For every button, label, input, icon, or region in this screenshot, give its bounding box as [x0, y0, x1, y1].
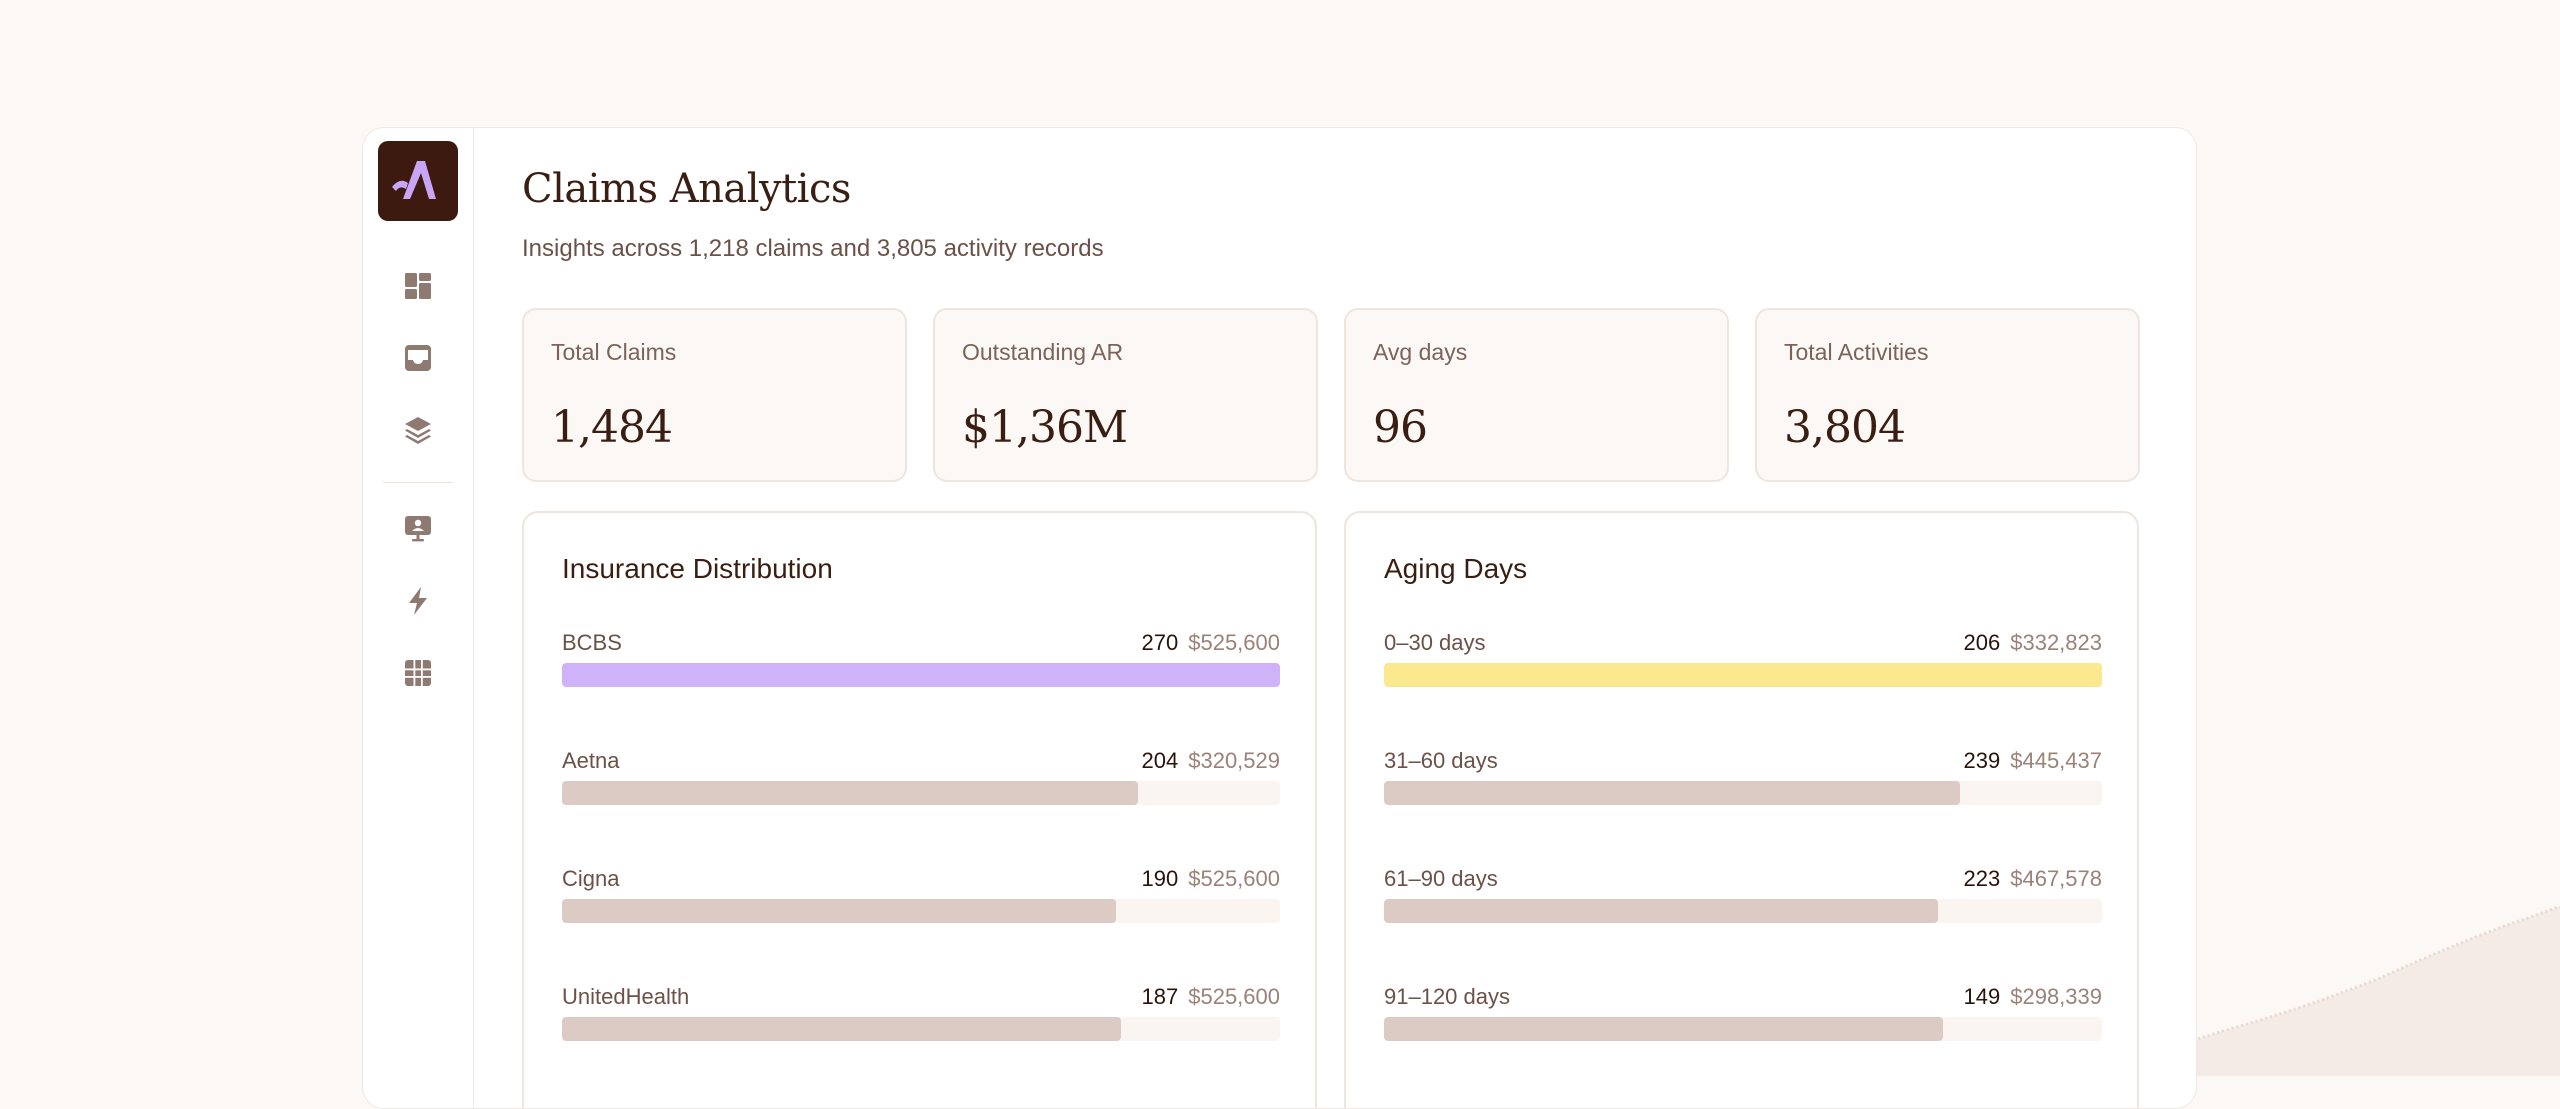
bar-fill — [562, 781, 1138, 805]
insurance-row-bcbs[interactable]: BCBS 270 $525,600 — [562, 630, 1280, 700]
aging-days-panel: Aging Days 0–30 days 206 $332,823 31–60 d… — [1344, 511, 2139, 1108]
bar-label: 61–90 days — [1384, 866, 1498, 891]
app-logo[interactable] — [378, 141, 458, 221]
bar-count: 187 — [1141, 984, 1179, 1009]
aging-row-61-90[interactable]: 61–90 days 223 $467,578 — [1384, 866, 2102, 936]
bar-fill — [562, 663, 1280, 687]
bar-amount: $445,437 — [2010, 748, 2102, 773]
insurance-row-cigna[interactable]: Cigna 190 $525,600 — [562, 866, 1280, 936]
bar-amount: $525,600 — [1188, 866, 1280, 891]
bar-track — [1384, 1017, 2102, 1041]
insurance-row-unitedhealth[interactable]: UnitedHealth 187 $525,600 — [562, 984, 1280, 1054]
bar-fill — [1384, 663, 2102, 687]
bar-fill — [1384, 781, 1960, 805]
bar-label: 0–30 days — [1384, 630, 1486, 655]
aging-row-91-120[interactable]: 91–120 days 149 $298,339 — [1384, 984, 2102, 1054]
stat-label: Avg days — [1373, 339, 1468, 365]
bar-values: 204 $320,529 — [1142, 748, 1280, 774]
bar-label: UnitedHealth — [562, 984, 690, 1009]
bar-count: 206 — [1963, 630, 2001, 655]
inbox-icon[interactable] — [402, 342, 434, 374]
bar-count: 223 — [1963, 866, 2001, 891]
sidebar — [363, 128, 474, 1108]
aging-row-31-60[interactable]: 31–60 days 239 $445,437 — [1384, 748, 2102, 818]
bar-values: 239 $445,437 — [1964, 748, 2102, 774]
bar-track — [562, 781, 1280, 805]
stat-card-avg-days: Avg days 96 — [1344, 308, 1729, 482]
main-content: Claims Analytics Insights across 1,218 c… — [473, 128, 2196, 1108]
bar-values: 187 $525,600 — [1142, 984, 1280, 1010]
stat-card-total-claims: Total Claims 1,484 — [522, 308, 907, 482]
page-title: Claims Analytics — [522, 166, 851, 212]
bar-label: 91–120 days — [1384, 984, 1510, 1009]
sidebar-divider — [383, 482, 453, 483]
bar-track — [1384, 781, 2102, 805]
bar-amount: $525,600 — [1188, 630, 1280, 655]
bar-track — [562, 899, 1280, 923]
layers-icon[interactable] — [402, 414, 434, 446]
bar-track — [562, 663, 1280, 687]
bar-values: 190 $525,600 — [1142, 866, 1280, 892]
bar-amount: $467,578 — [2010, 866, 2102, 891]
bar-fill — [1384, 899, 1939, 923]
stat-value: 96 — [1373, 402, 1428, 453]
panel-title: Insurance Distribution — [562, 553, 833, 584]
stat-label: Total Claims — [551, 339, 677, 365]
bar-values: 149 $298,339 — [1964, 984, 2102, 1010]
bar-count: 270 — [1141, 630, 1179, 655]
bar-label: Aetna — [562, 748, 620, 773]
bar-label: Cigna — [562, 866, 620, 891]
bar-values: 270 $525,600 — [1142, 630, 1280, 656]
lightning-icon[interactable] — [402, 585, 434, 617]
bar-count: 149 — [1963, 984, 2001, 1009]
grid-icon[interactable] — [402, 657, 434, 689]
bar-track — [1384, 899, 2102, 923]
stat-value: $1,36M — [962, 402, 1128, 453]
bar-fill — [562, 1017, 1121, 1041]
bar-amount: $320,529 — [1188, 748, 1280, 773]
background-texture-decoration — [2099, 906, 2560, 1076]
bar-amount: $525,600 — [1188, 984, 1280, 1009]
bar-values: 223 $467,578 — [1964, 866, 2102, 892]
dashboard-icon[interactable] — [402, 270, 434, 302]
stat-label: Total Activities — [1784, 339, 1929, 365]
page-subtitle: Insights across 1,218 claims and 3,805 a… — [522, 235, 1104, 262]
stat-card-outstanding-ar: Outstanding AR $1,36M — [933, 308, 1318, 482]
panel-title: Aging Days — [1384, 553, 1528, 584]
bar-count: 239 — [1963, 748, 2001, 773]
aging-row-0-30[interactable]: 0–30 days 206 $332,823 — [1384, 630, 2102, 700]
bar-track — [562, 1017, 1280, 1041]
stat-card-total-activities: Total Activities 3,804 — [1755, 308, 2140, 482]
bar-values: 206 $332,823 — [1964, 630, 2102, 656]
app-window: Claims Analytics Insights across 1,218 c… — [362, 127, 2197, 1109]
bar-amount: $298,339 — [2010, 984, 2102, 1009]
logo-mark-icon — [392, 161, 436, 199]
monitor-icon[interactable] — [402, 512, 434, 544]
bar-fill — [1384, 1017, 1943, 1041]
bar-count: 204 — [1141, 748, 1179, 773]
bar-amount: $332,823 — [2010, 630, 2102, 655]
bar-label: BCBS — [562, 630, 622, 655]
stat-label: Outstanding AR — [962, 339, 1124, 365]
insurance-distribution-panel: Insurance Distribution BCBS 270 $525,600 … — [522, 511, 1317, 1108]
bar-fill — [562, 899, 1117, 923]
stat-value: 3,804 — [1784, 402, 1906, 453]
bar-label: 31–60 days — [1384, 748, 1498, 773]
bar-count: 190 — [1141, 866, 1179, 891]
stat-value: 1,484 — [551, 402, 673, 453]
insurance-row-aetna[interactable]: Aetna 204 $320,529 — [562, 748, 1280, 818]
bar-track — [1384, 663, 2102, 687]
